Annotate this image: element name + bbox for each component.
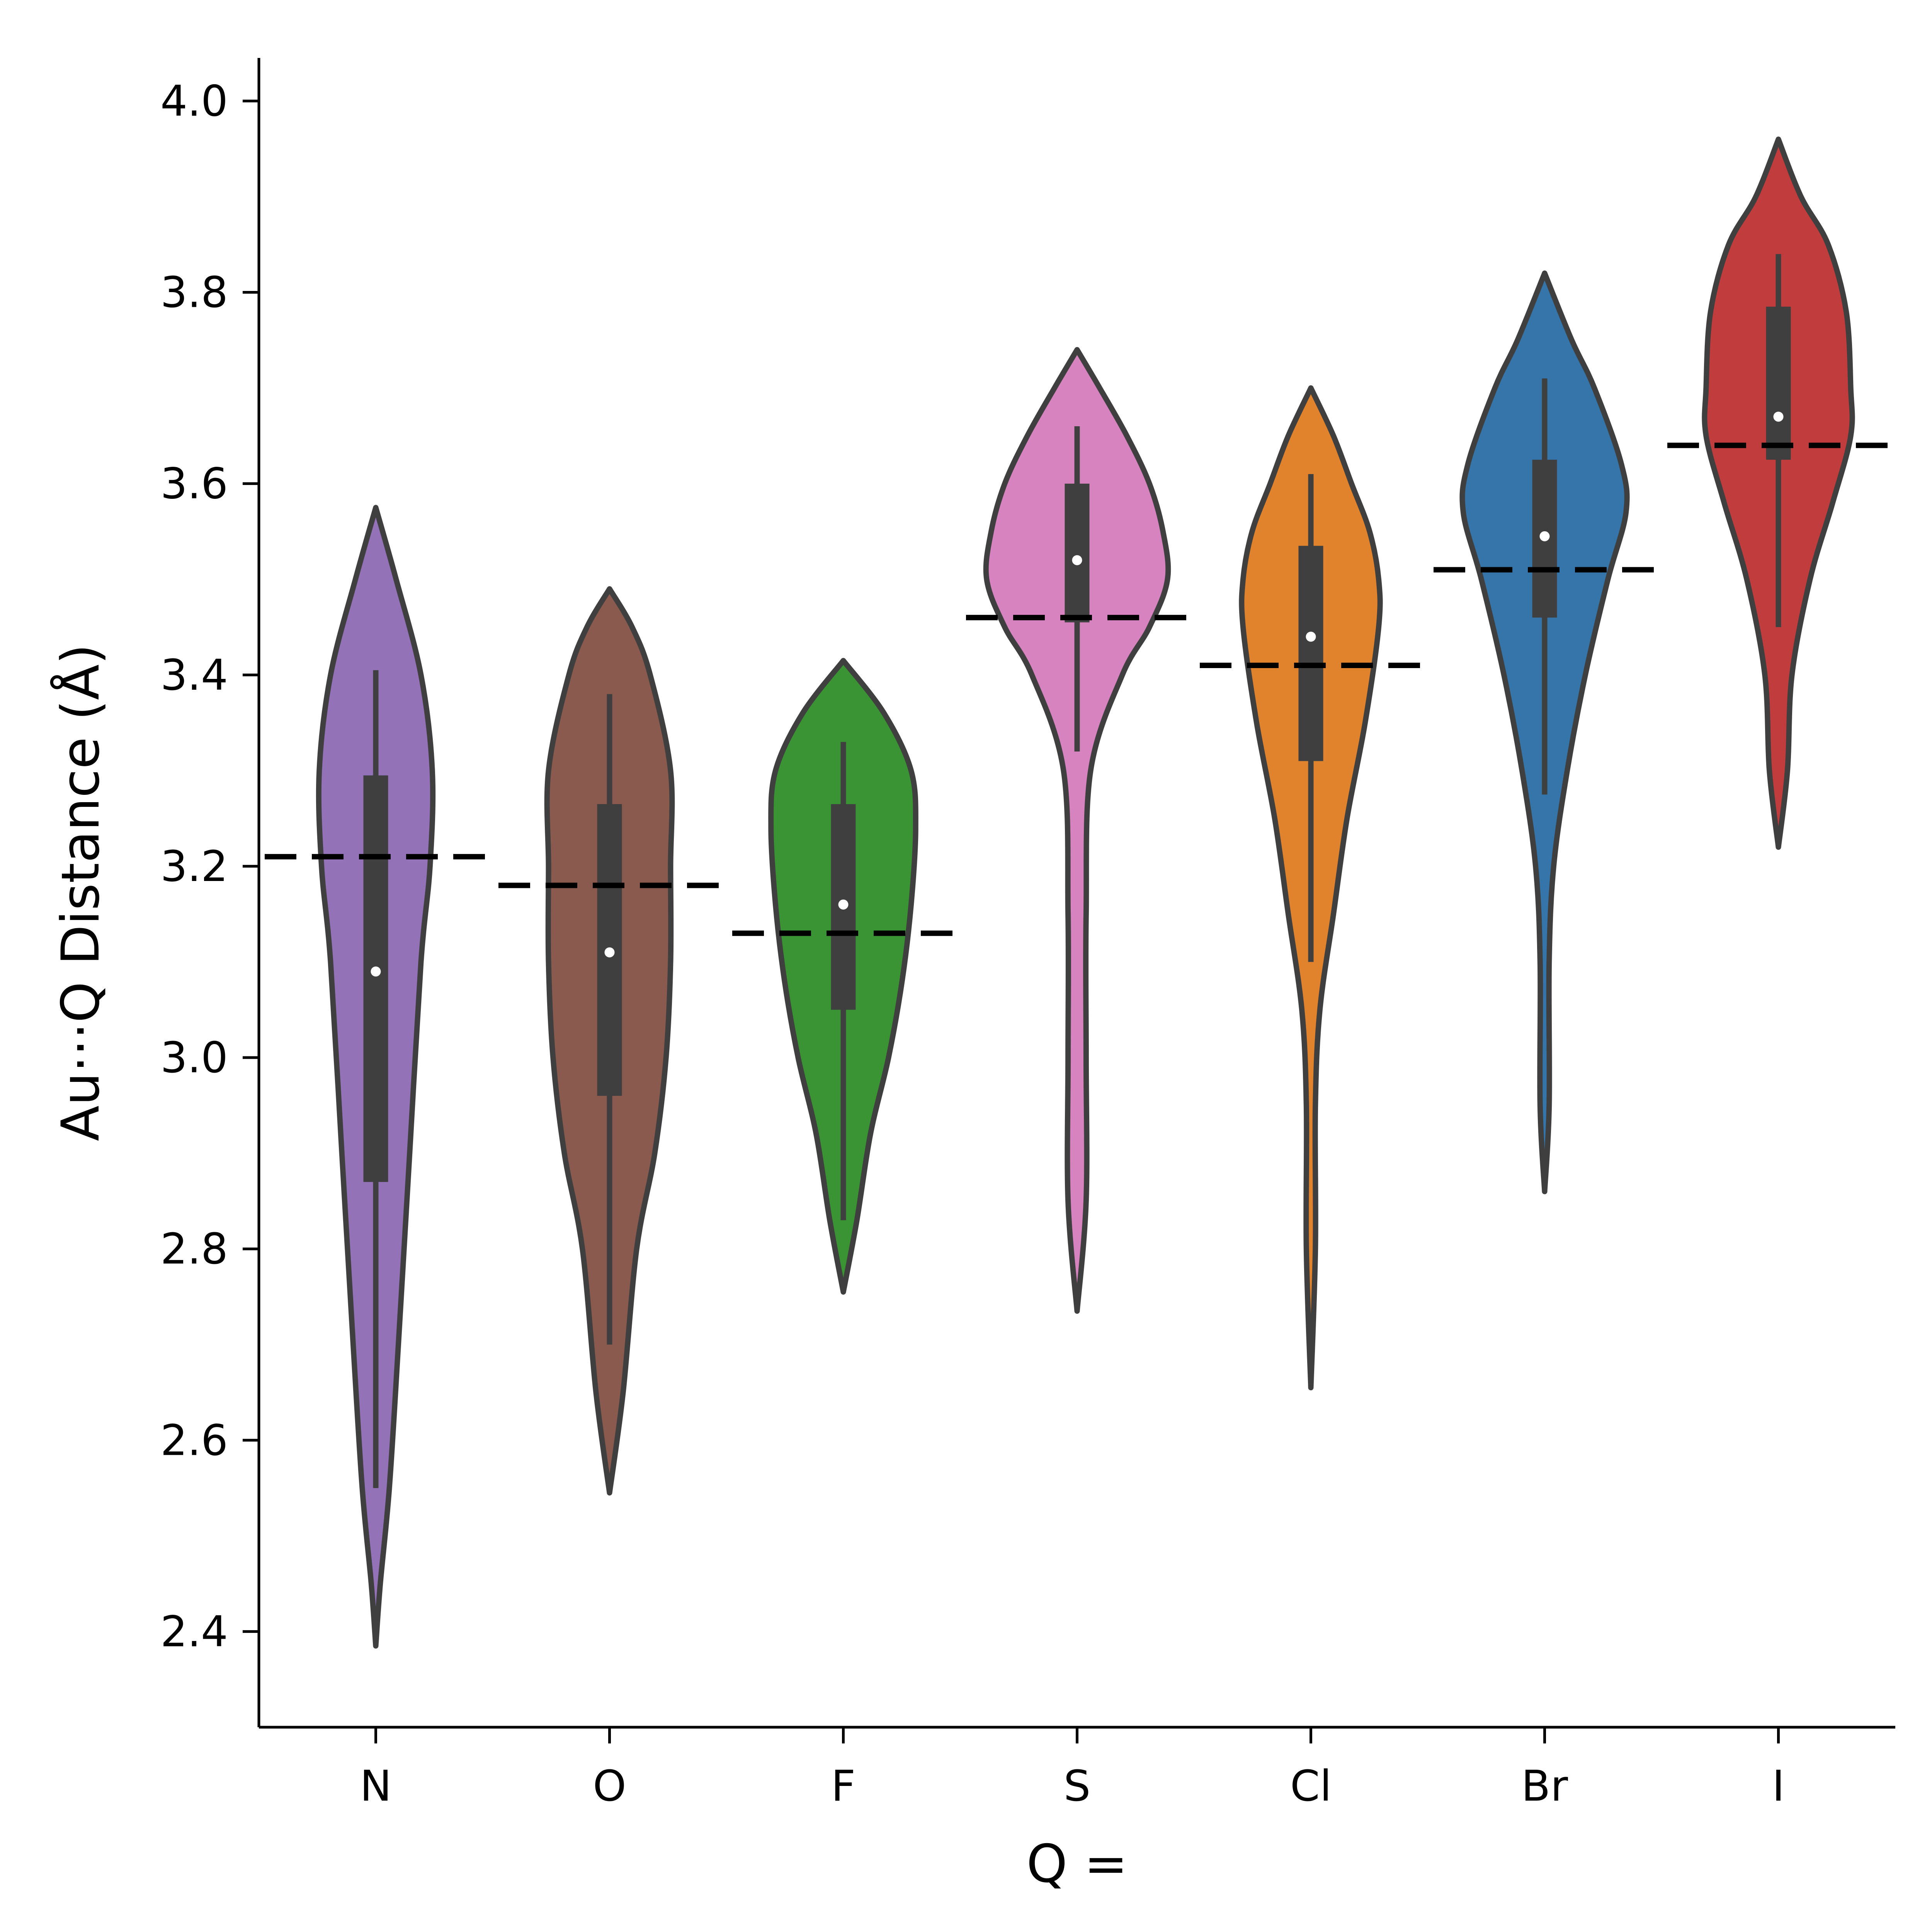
violin-br: [1434, 270, 1656, 1194]
violin-iqr-box: [1065, 483, 1090, 622]
axes: 2.4 2.6 2.8 3.0 3.2 3.4 3.6 3.8 4.0 N O F S Cl Br I Q …: [50, 58, 1895, 1894]
x-tick-label: N: [360, 1761, 391, 1811]
y-axis-label: Au···Q Distance (Å): [50, 644, 111, 1141]
violin-n: [265, 505, 487, 1649]
violin-s: [966, 347, 1188, 1314]
violin-iqr-box: [363, 775, 388, 1182]
y-tick-label: 2.4: [160, 1607, 228, 1656]
violin-iqr-box: [1766, 306, 1791, 460]
violin-body: [983, 347, 1171, 1314]
y-tick-label: 3.0: [160, 1033, 228, 1082]
x-tick-label: I: [1772, 1761, 1784, 1811]
x-tick-label: S: [1064, 1761, 1091, 1811]
violin-f: [732, 658, 954, 1295]
y-tick-label: 4.0: [160, 76, 228, 126]
violin-median: [1539, 531, 1550, 541]
y-tick-label: 3.6: [160, 459, 228, 509]
y-tick-label: 2.8: [160, 1224, 228, 1274]
x-tick-label: Cl: [1290, 1761, 1332, 1811]
x-axis-label: Q =: [1026, 1833, 1128, 1894]
violin-median: [604, 947, 615, 957]
plot-area: [265, 136, 1889, 1649]
violin-median: [1072, 555, 1082, 565]
x-tick-label: F: [831, 1761, 855, 1811]
y-tick-label: 3.4: [160, 650, 228, 700]
violin-i: [1667, 136, 1889, 850]
y-ticks: 2.4 2.6 2.8 3.0 3.2 3.4 3.6 3.8 4.0: [160, 76, 259, 1656]
x-ticks: N O F S Cl Br I: [360, 1727, 1785, 1811]
violin-iqr-box: [1298, 546, 1323, 761]
violin-cl: [1200, 385, 1422, 1391]
violin-o: [498, 586, 721, 1496]
y-tick-label: 3.2: [160, 842, 228, 891]
y-tick-label: 3.8: [160, 268, 228, 317]
x-tick-label: O: [593, 1761, 626, 1811]
violin-median: [1773, 412, 1784, 422]
violin-median: [1306, 631, 1316, 642]
y-tick-label: 2.6: [160, 1415, 228, 1465]
violin-median: [371, 966, 381, 977]
violin-median: [838, 899, 849, 910]
x-tick-label: Br: [1521, 1761, 1568, 1811]
